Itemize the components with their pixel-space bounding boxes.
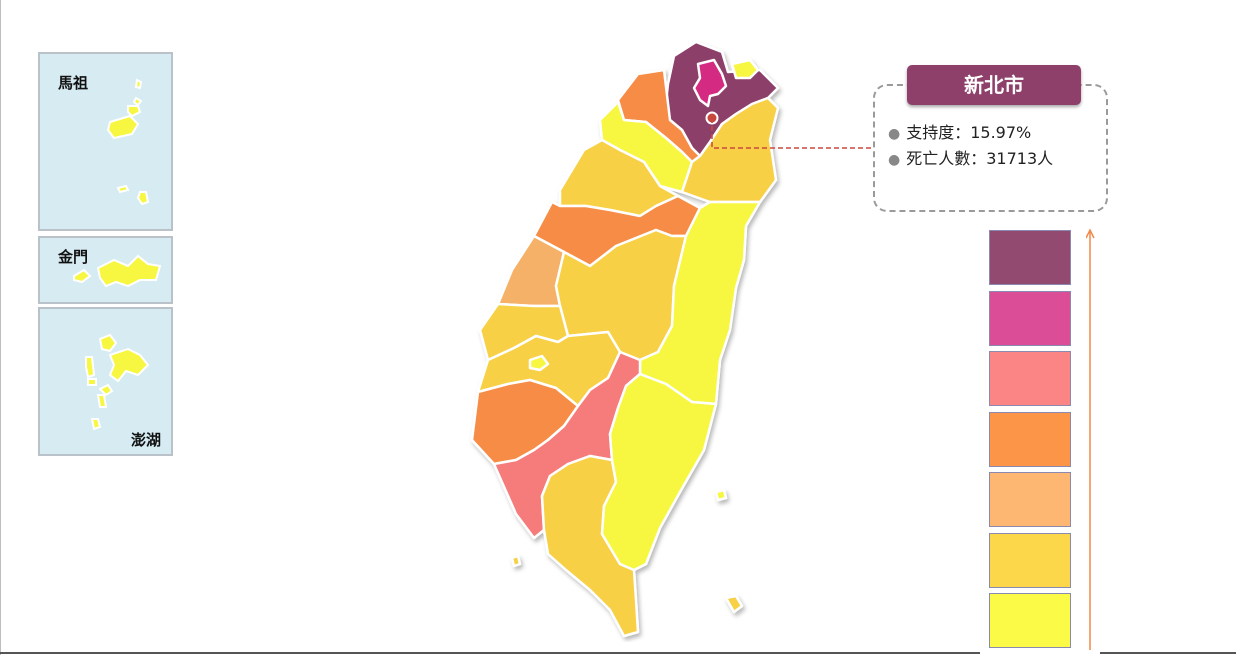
legend-swatch bbox=[989, 593, 1071, 648]
divider bbox=[0, 652, 980, 654]
matsu-islands bbox=[106, 78, 150, 206]
legend-swatch bbox=[989, 411, 1071, 467]
legend-swatch bbox=[989, 472, 1071, 527]
kinmen-islands bbox=[73, 254, 162, 288]
region-taitung[interactable] bbox=[600, 372, 718, 572]
region-green-island[interactable] bbox=[714, 488, 728, 502]
deaths-row: ● 死亡人數：31713人 bbox=[888, 145, 1053, 169]
inset-label-matsu: 馬祖 bbox=[58, 74, 89, 92]
region-orchid-island[interactable] bbox=[724, 594, 744, 614]
support-label: 支持度： bbox=[906, 123, 971, 142]
legend-swatch bbox=[989, 532, 1071, 588]
penghu-islands bbox=[85, 333, 150, 431]
legend-swatch bbox=[989, 290, 1071, 346]
region-hualien[interactable] bbox=[638, 200, 762, 406]
bullet-icon: ● bbox=[888, 126, 901, 142]
divider bbox=[0, 0, 1, 655]
inset-label-penghu: 澎湖 bbox=[131, 431, 162, 449]
support-value: 15.97% bbox=[970, 123, 1032, 142]
region-info-callout bbox=[873, 84, 1108, 212]
taiwan-map bbox=[470, 40, 780, 638]
region-keelung[interactable] bbox=[730, 58, 760, 80]
callout-title: 新北市 bbox=[907, 65, 1081, 105]
bullet-icon: ● bbox=[888, 152, 901, 168]
inset-penghu[interactable]: 澎湖 bbox=[38, 307, 173, 456]
legend-swatch bbox=[989, 351, 1071, 406]
inset-matsu[interactable]: 馬祖 bbox=[38, 52, 173, 231]
region-taipei[interactable] bbox=[692, 58, 728, 108]
deaths-value: 31713人 bbox=[986, 149, 1054, 168]
legend-swatch bbox=[989, 230, 1071, 285]
inset-label-kinmen: 金門 bbox=[58, 248, 89, 266]
callout-leader-line bbox=[711, 118, 874, 149]
region-liuqiu[interactable] bbox=[510, 554, 522, 568]
deaths-label: 死亡人數： bbox=[906, 149, 987, 168]
inset-kinmen[interactable]: 金門 bbox=[38, 236, 173, 304]
divider bbox=[1100, 652, 1236, 654]
region-chiayi-city[interactable] bbox=[528, 354, 550, 372]
region-yilan[interactable] bbox=[680, 96, 780, 204]
region-changhua[interactable] bbox=[496, 234, 566, 308]
support-row: ● 支持度：15.97% bbox=[888, 119, 1031, 143]
legend-scale-arrow-icon bbox=[1086, 228, 1095, 650]
